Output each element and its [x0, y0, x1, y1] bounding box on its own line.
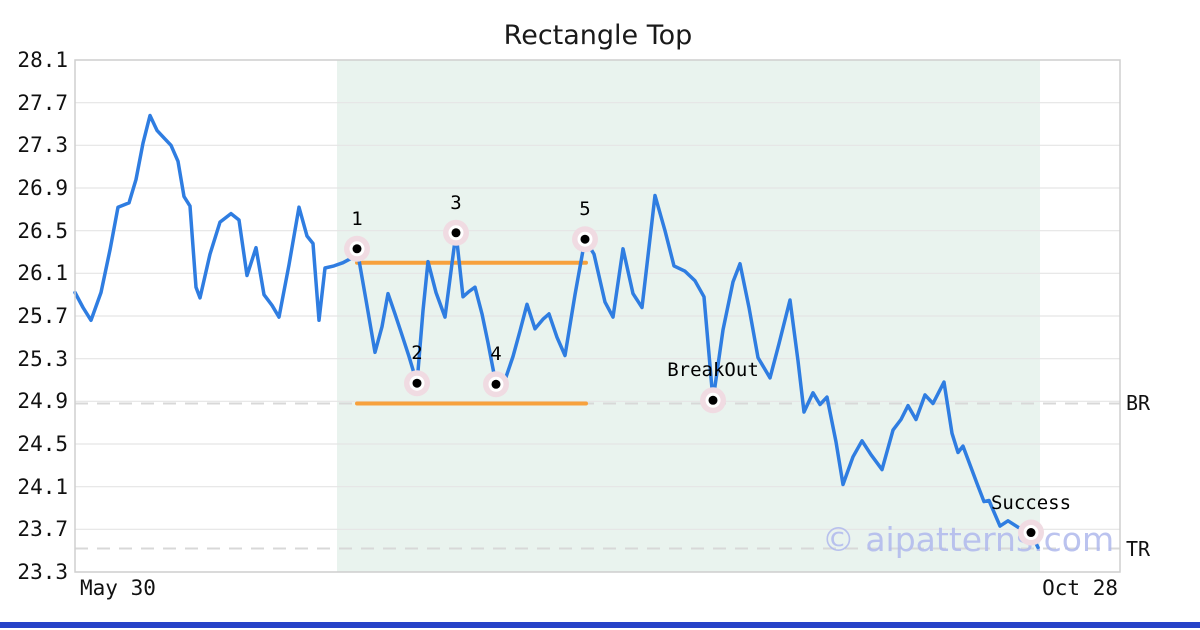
y-tick-label: 27.3 [17, 133, 68, 158]
level-label-tr: TR [1126, 536, 1151, 561]
y-tick-label: 23.7 [17, 517, 68, 542]
y-tick-label: 24.5 [17, 432, 68, 456]
marker-label-1: 1 [351, 207, 363, 230]
rectangle-boundary-lines [355, 260, 588, 406]
marker-label-breakout: BreakOut [667, 359, 759, 382]
marker-label-2: 2 [411, 342, 423, 365]
marker-label-5: 5 [579, 198, 591, 221]
level-label-br: BR [1126, 391, 1151, 416]
y-tick-label: 28.1 [17, 48, 68, 72]
y-tick-label: 25.3 [17, 346, 68, 371]
y-tick-label: 26.9 [17, 176, 68, 200]
price-line [73, 113, 1040, 550]
marker-label-4: 4 [490, 343, 502, 366]
chart-title: Rectangle Top [503, 20, 693, 51]
y-tick-label: 26.5 [17, 218, 68, 243]
y-tick-label: 27.7 [17, 90, 68, 115]
y-tick-label: 23.3 [17, 560, 68, 584]
x-axis-label-start: May 30 [80, 576, 156, 600]
pattern-markers [344, 219, 1044, 546]
y-tick-label: 24.1 [17, 474, 68, 499]
watermark: © aipatterns.com [822, 520, 1114, 559]
y-tick-label: 25.7 [17, 304, 68, 328]
plot-border [74, 59, 1121, 573]
footer-bar [0, 622, 1200, 628]
marker-label-3: 3 [450, 191, 462, 214]
y-tick-label: 24.9 [17, 389, 68, 414]
y-tick-label: 26.1 [17, 261, 68, 286]
x-axis-label-end: Oct 28 [1042, 576, 1118, 600]
marker-label-success: Success [990, 491, 1072, 514]
